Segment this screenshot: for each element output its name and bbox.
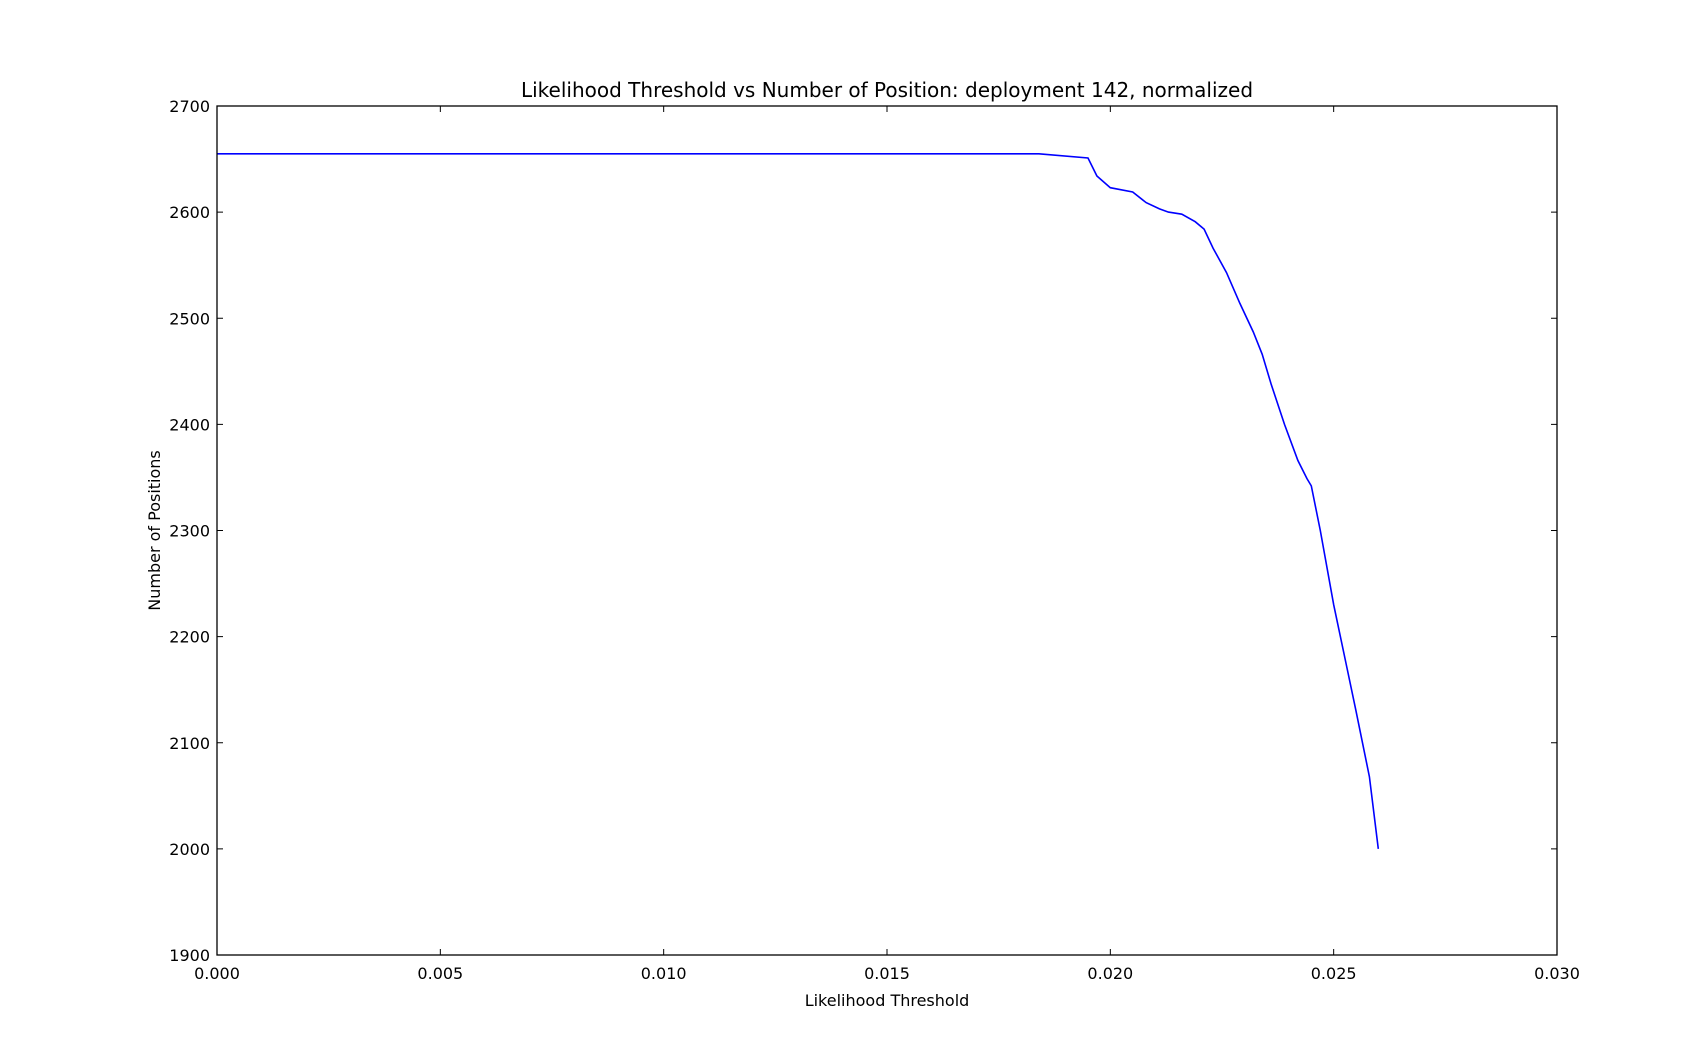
y-tick-label: 1900 <box>169 946 210 965</box>
y-tick-label: 2300 <box>169 522 210 541</box>
x-tick-label: 0.010 <box>641 964 687 983</box>
chart-title: Likelihood Threshold vs Number of Positi… <box>521 78 1253 102</box>
y-axis: 1900 2000 2100 2200 2300 2400 2500 2600 2700 <box>169 97 1557 965</box>
y-tick-label: 2400 <box>169 415 210 434</box>
plot-area-frame <box>216 105 1558 956</box>
x-tick-label: 0.025 <box>1311 964 1357 983</box>
y-tick-label: 2500 <box>169 309 210 328</box>
x-tick-label: 0.015 <box>864 964 910 983</box>
y-tick-label: 2600 <box>169 203 210 222</box>
x-tick-label: 0.005 <box>417 964 463 983</box>
series-line <box>217 153 1380 849</box>
y-tick-label: 2100 <box>169 734 210 753</box>
y-axis-label: Number of Positions <box>145 450 164 611</box>
x-tick-label: 0.000 <box>194 964 240 983</box>
y-tick-label: 2000 <box>169 840 210 859</box>
x-tick-label: 0.030 <box>1534 964 1580 983</box>
y-tick-label: 2700 <box>169 97 210 116</box>
x-axis-label: Likelihood Threshold <box>805 991 970 1010</box>
x-tick-label: 0.020 <box>1087 964 1133 983</box>
y-tick-label: 2200 <box>169 628 210 647</box>
